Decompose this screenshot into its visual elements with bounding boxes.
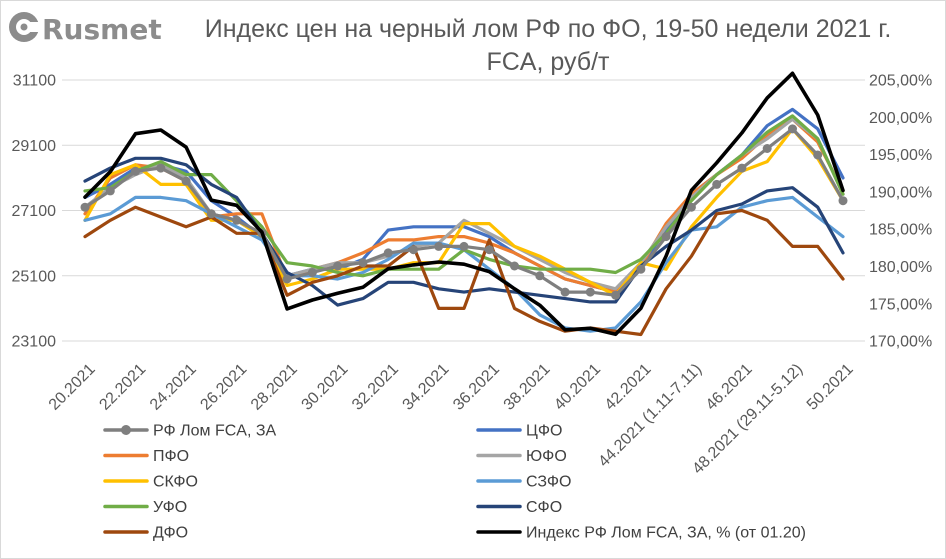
legend-item: СКФО (103, 474, 198, 491)
legend: РФ Лом FCA, ЗА ЦФО ПФО ЮФО СКФО СЗФО УФО СФО ДФО… (103, 423, 806, 542)
series-group (80, 124, 848, 300)
data-point-marker (409, 245, 418, 255)
series-group (83, 127, 845, 297)
y-right-tick-label: 195,00% (869, 147, 932, 164)
legend-label: ПФО (153, 448, 189, 465)
legend-item: ЦФО (476, 423, 562, 440)
legend-label: СФО (526, 499, 562, 516)
legend-marker (121, 425, 131, 435)
series-group (83, 156, 845, 307)
data-point-marker (459, 241, 469, 251)
legend-item: РФ Лом FCA, ЗА (103, 423, 277, 440)
data-point-marker (535, 271, 545, 281)
data-point-marker (181, 176, 191, 186)
data-point-marker (737, 163, 747, 173)
plot-series (80, 71, 848, 337)
y-left-tick-label: 23100 (12, 334, 57, 351)
legend-item: ДФО (103, 525, 188, 542)
legend-item: Индекс РФ Лом FCA, ЗА, % (от 01.20) (476, 525, 806, 542)
y-right-tick-label: 200,00% (869, 110, 932, 127)
data-point-marker (434, 241, 444, 251)
y-axis-right: 205,00% 200,00% 195,00% 190,00% 185,00% 180,0… (869, 73, 932, 351)
legend-label: ДФО (153, 525, 188, 542)
data-point-marker (232, 215, 242, 225)
legend-item: ЮФО (476, 448, 567, 465)
data-point-marker (80, 202, 90, 212)
legend-item: ПФО (103, 448, 189, 465)
chart-title-line-1: Индекс цен на черный лом РФ по ФО, 19-50… (205, 15, 892, 43)
y-right-tick-label: 205,00% (869, 73, 932, 90)
legend-item: УФО (103, 499, 187, 516)
logo-text: Rusmet (42, 13, 162, 46)
y-left-tick-label: 29100 (12, 138, 57, 155)
data-point-marker (358, 258, 368, 268)
data-point-marker (206, 209, 216, 219)
legend-label: РФ Лом FCA, ЗА (153, 423, 277, 440)
legend-label: ЦФО (526, 423, 562, 440)
y-axis-left: 31100 29100 27100 25100 23100 (12, 73, 57, 351)
data-point-marker (636, 264, 646, 274)
data-point-marker (307, 268, 317, 277)
legend-label: СЗФО (526, 474, 571, 491)
data-point-marker (560, 287, 570, 297)
series-line (83, 71, 845, 337)
y-left-tick-label: 31100 (13, 73, 56, 90)
data-point-marker (686, 202, 696, 212)
y-right-tick-label: 180,00% (869, 259, 932, 276)
y-right-tick-label: 190,00% (869, 184, 932, 201)
data-point-marker (484, 245, 494, 255)
y-right-tick-label: 185,00% (869, 222, 932, 239)
data-point-marker (661, 232, 671, 242)
legend-item: СЗФО (476, 474, 571, 491)
series-line (83, 127, 845, 297)
data-point-marker (611, 290, 621, 300)
series-line (83, 156, 845, 307)
data-point-marker (788, 124, 797, 134)
legend-label: ЮФО (526, 448, 567, 465)
data-point-marker (105, 186, 115, 196)
rusmet-logo-icon (9, 12, 41, 42)
legend-item: СФО (476, 499, 562, 516)
legend-label: Индекс РФ Лом FCA, ЗА, % (от 01.20) (526, 525, 806, 542)
data-point-marker (585, 287, 595, 297)
data-point-marker (838, 196, 848, 206)
y-left-tick-label: 27100 (12, 203, 57, 220)
y-left-tick-label: 25100 (12, 268, 57, 285)
y-right-tick-label: 170,00% (869, 334, 932, 351)
data-point-marker (383, 248, 393, 258)
data-point-marker (510, 261, 519, 271)
y-right-tick-label: 175,00% (869, 296, 932, 313)
data-point-marker (156, 163, 166, 173)
legend-label: СКФО (153, 474, 198, 491)
data-point-marker (813, 150, 823, 160)
data-point-marker (762, 144, 772, 153)
rusmet-logo: Rusmet (9, 12, 162, 46)
data-point-marker (333, 261, 343, 271)
chart-title-line-2: FCA, руб/т (486, 48, 610, 76)
legend-label: УФО (153, 499, 187, 516)
data-point-marker (712, 179, 722, 189)
data-point-marker (282, 274, 292, 284)
data-point-marker (131, 166, 140, 176)
series-group (83, 71, 845, 337)
